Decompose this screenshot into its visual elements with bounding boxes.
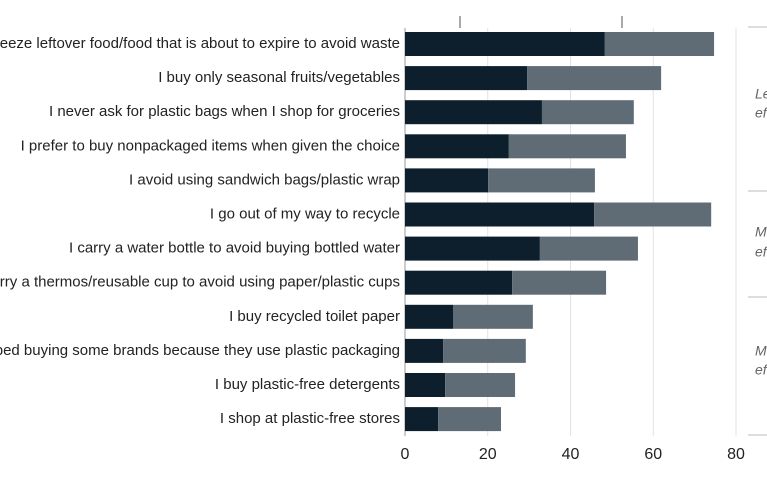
bar-segment [604,32,715,56]
bar-segment [445,373,516,397]
bar-segment [438,407,501,432]
group-label: M [755,343,767,359]
bar-segment [405,304,453,329]
x-tick-label: 80 [727,446,745,463]
group-label: ef [755,244,767,260]
bar-segment [512,270,607,295]
group-label: ef [755,362,767,378]
x-tick-label: 20 [479,446,497,463]
bar-segment [594,202,712,227]
bar-segment [405,202,595,227]
bar-segment [508,134,626,159]
bar-segment [452,304,533,329]
group-label: ef [755,105,767,121]
y-tick-label: I go out of my way to recycle [210,205,400,222]
bar-segment [405,134,509,159]
y-tick-label: I avoid using sandwich bags/plastic wrap [129,171,400,188]
bar-segment [405,373,446,397]
y-tick-label: I buy plastic-free detergents [215,376,400,393]
group-label: Le [755,86,767,102]
y-tick-label: I prefer to buy nonpackaged items when g… [21,137,400,154]
y-tick-label: bed buying some brands because they use … [0,342,400,359]
y-tick-label: I never ask for plastic bags when I shop… [49,103,400,120]
bar-segment [405,407,439,432]
bar-segment [443,338,526,363]
y-tick-label: rry a thermos/reusable cup to avoid usin… [0,274,400,291]
bar-segment [527,66,662,91]
group-label: Me [755,224,767,240]
bar-segment [405,168,489,193]
y-tick-label: I carry a water bottle to avoid buying b… [69,240,400,257]
bar-segment [488,168,595,193]
x-tick-label: 40 [562,446,580,463]
bar-segment [405,338,444,363]
bar-segment [405,100,542,125]
x-tick-label: 0 [401,446,410,463]
y-tick-label: eeze leftover food/food that is about to… [0,35,400,52]
bar-segment [405,270,513,295]
y-tick-label: I buy only seasonal fruits/vegetables [158,69,400,86]
bar-segment [405,32,605,56]
y-tick-label: I shop at plastic-free stores [220,410,400,427]
x-tick-label: 60 [644,446,662,463]
bar-segment [405,236,540,261]
bar-segment [539,236,638,261]
y-tick-label: I buy recycled toilet paper [229,308,400,325]
bar-segment [405,66,528,91]
bar-segment [541,100,634,125]
